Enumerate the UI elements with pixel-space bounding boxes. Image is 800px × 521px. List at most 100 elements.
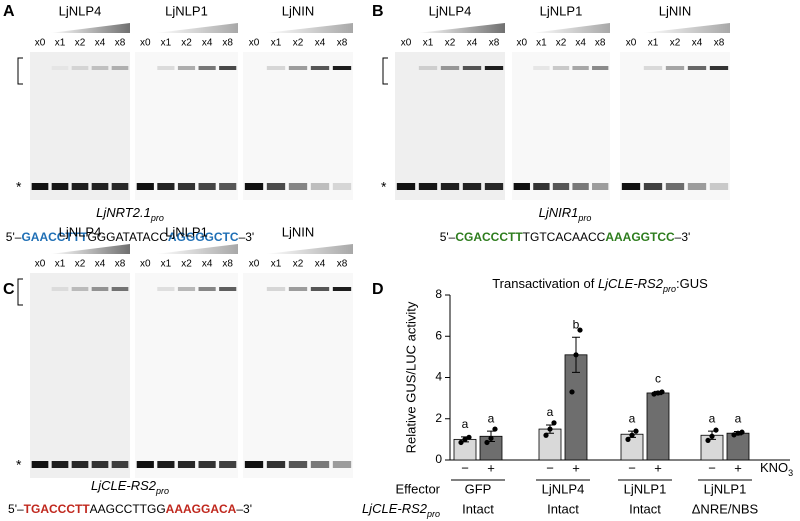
y-tick-label: 0 <box>435 452 442 466</box>
significance-letter: a <box>547 405 554 419</box>
shifted-band <box>709 66 729 70</box>
shifted-band <box>552 66 570 70</box>
shifted-band <box>111 66 129 70</box>
promoter-subscript: pro <box>577 213 591 223</box>
free-probe-marker: * <box>381 179 387 195</box>
concentration-wedge <box>155 244 238 254</box>
free-probe-band <box>288 461 308 468</box>
lane-label: x4 <box>202 38 213 49</box>
sequence-segment: –3' <box>239 230 255 244</box>
gel-name: LjNIN <box>282 3 315 18</box>
lane-label: x1 <box>536 38 547 49</box>
title-part: LjCLE-RS2 <box>598 276 664 291</box>
free-probe-band <box>136 461 154 468</box>
lane-label: x0 <box>35 38 46 49</box>
lane-label: x8 <box>115 259 126 270</box>
free-probe-marker: * <box>16 179 22 195</box>
shifted-band <box>177 287 196 291</box>
gel-name: LjNIN <box>659 3 692 18</box>
gel-image <box>243 52 353 200</box>
lane-label: x4 <box>315 38 326 49</box>
treatment-sign: − <box>461 460 469 475</box>
free-probe-band <box>51 461 69 468</box>
data-point <box>731 432 737 438</box>
sequence-segment: AAAGGTCC <box>605 230 675 244</box>
probe-sequence: 5'–CGACCCTTTGTCACAACCAAAGGTCC–3' <box>440 230 691 244</box>
sequence-segment: AGGGGCTC <box>168 230 239 244</box>
lane-label: x1 <box>423 38 434 49</box>
sequence-segment: 5'– <box>8 502 24 516</box>
row-label: LjCLE-RS2pro <box>362 501 440 519</box>
significance-letter: c <box>655 371 661 385</box>
sequence-segment: TGACCCTT <box>24 502 91 516</box>
lane-label: x2 <box>181 259 192 270</box>
free-probe-band <box>31 183 49 190</box>
promoter-name: LjNRT2.1pro <box>96 205 164 223</box>
promoter-subscript: pro <box>155 486 169 496</box>
lane-label: x0 <box>140 38 151 49</box>
data-point <box>659 389 665 395</box>
chart-title: Transactivation of LjCLE-RS2pro:GUS <box>492 276 708 294</box>
free-probe-band <box>462 183 482 190</box>
data-point <box>655 390 661 396</box>
free-probe-band <box>665 183 685 190</box>
data-point <box>577 327 583 333</box>
shifted-band <box>288 287 308 291</box>
lane-label: x0 <box>35 259 46 270</box>
treatment-sign: + <box>487 460 495 475</box>
data-point <box>547 426 553 432</box>
gel-image <box>620 52 730 200</box>
free-probe-band <box>396 183 416 190</box>
gel-image <box>135 52 238 200</box>
lane-label: x4 <box>202 259 213 270</box>
sequence-segment: AAAGGACA <box>166 502 237 516</box>
shifted-band <box>484 66 504 70</box>
data-point <box>543 432 549 438</box>
effector-name: LjNLP4 <box>542 481 585 496</box>
treatment-name: KNO <box>760 460 788 475</box>
construct-name: Intact <box>629 501 661 516</box>
bracket <box>17 57 23 85</box>
lane-label: x2 <box>75 259 86 270</box>
significance-letter: a <box>629 411 636 425</box>
shifted-band <box>51 287 69 291</box>
free-probe-band <box>31 461 49 468</box>
shifted-band <box>177 66 196 70</box>
free-probe-band <box>136 183 154 190</box>
data-point <box>709 433 715 439</box>
lane-label: x8 <box>714 38 725 49</box>
free-probe-band <box>177 183 196 190</box>
free-probe-band <box>177 461 196 468</box>
treatment-label: KNO3 <box>760 460 793 478</box>
lane-label: x8 <box>115 38 126 49</box>
data-point <box>705 437 711 444</box>
free-probe-band <box>552 183 570 190</box>
y-axis-label: Relative GUS/LUC activity <box>403 301 418 453</box>
construct-name: ΔNRE/NBS <box>692 501 759 516</box>
shifted-band <box>440 66 460 70</box>
free-probe-band <box>533 183 550 190</box>
bar <box>646 392 670 461</box>
free-probe-band <box>91 461 109 468</box>
lane-label: x1 <box>271 259 282 270</box>
free-probe-band <box>687 183 707 190</box>
lane-label: x4 <box>467 38 478 49</box>
shifted-band <box>643 66 663 70</box>
lane-label: x1 <box>55 38 66 49</box>
shifted-band <box>665 66 685 70</box>
concentration-wedge <box>531 23 610 33</box>
shifted-band <box>332 66 352 70</box>
free-probe-band <box>266 183 286 190</box>
effector-name: LjNLP1 <box>704 481 747 496</box>
shifted-band <box>310 66 330 70</box>
concentration-wedge <box>155 23 238 33</box>
construct-gene: LjCLE-RS2 <box>362 501 428 516</box>
shifted-band <box>91 287 109 291</box>
data-point <box>739 429 745 435</box>
lane-label: x0 <box>140 259 151 270</box>
free-probe-band <box>71 183 89 190</box>
title-part: pro <box>662 284 676 294</box>
promoter-name: LjCLE-RS2pro <box>91 478 169 496</box>
bracket <box>17 278 23 306</box>
gel-name: LjNLP1 <box>165 3 208 18</box>
